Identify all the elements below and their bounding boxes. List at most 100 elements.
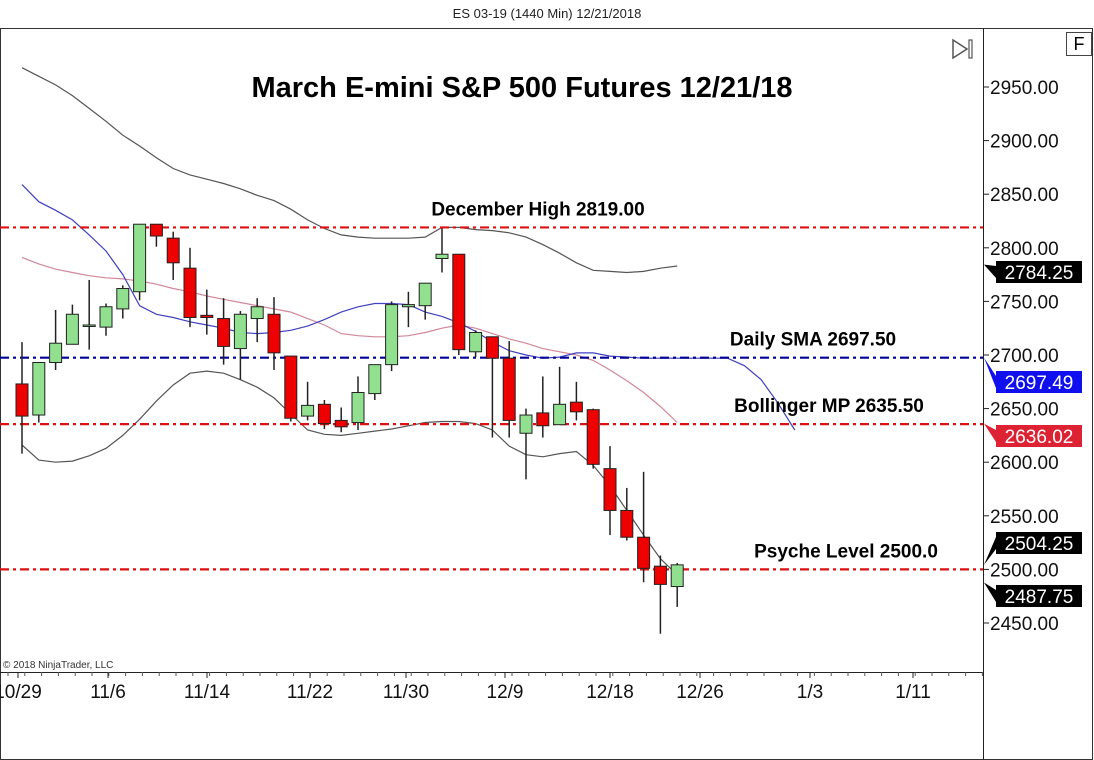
y-tick-label: 2600.00	[990, 453, 1059, 474]
candle	[65, 304, 79, 345]
candle	[32, 362, 46, 423]
candle	[603, 446, 617, 536]
candle-body	[166, 237, 180, 264]
candle	[334, 407, 348, 433]
candle-body	[99, 306, 113, 328]
price-tag: 2636.02	[984, 423, 1082, 448]
chart-header: ES 03-19 (1440 Min) 12/21/2018	[452, 6, 642, 21]
candle-body	[519, 414, 533, 434]
candle-body	[368, 364, 382, 395]
x-tick-label: 1/3	[797, 682, 823, 703]
candle	[267, 297, 281, 371]
candle	[49, 309, 63, 371]
candle-body	[317, 403, 331, 425]
bollinger-upper-line	[21, 67, 678, 274]
candle-body	[133, 223, 147, 293]
x-tick-label: 11/30	[383, 682, 429, 703]
candle	[418, 282, 432, 320]
candle	[183, 247, 197, 328]
bollinger-lower-line	[21, 370, 678, 576]
candle-body	[637, 536, 651, 569]
candle	[502, 341, 516, 438]
x-tick-label: 11/22	[287, 682, 333, 703]
candle-body	[485, 336, 499, 359]
candle-body	[620, 509, 634, 538]
y-tick-label: 2750.00	[990, 292, 1059, 313]
f-button[interactable]: F	[1066, 32, 1092, 56]
candle	[553, 366, 567, 426]
bollinger-middle-line	[21, 256, 678, 423]
candle	[435, 228, 449, 273]
candle-body	[653, 565, 667, 585]
candle-body	[502, 357, 516, 421]
x-tick-label: 12/9	[487, 682, 524, 703]
candle	[217, 298, 231, 365]
candle-body	[385, 304, 399, 366]
price-tag-bg	[984, 261, 1082, 283]
price-tag-bg	[984, 423, 1082, 447]
price-tag-label: 2487.75	[1005, 587, 1074, 608]
candle-body	[469, 331, 483, 353]
x-tick-label: 1/11	[895, 682, 931, 703]
y-tick-label: 2700.00	[990, 346, 1059, 367]
candle	[653, 555, 667, 634]
candle-body	[351, 392, 365, 424]
skip-to-end-icon[interactable]	[952, 38, 973, 60]
candle-body	[82, 324, 96, 327]
x-tick-label: 11/14	[184, 682, 231, 703]
candle	[670, 562, 684, 607]
candle	[351, 376, 365, 431]
candle-body	[536, 412, 550, 427]
candle	[401, 291, 415, 328]
x-tick-label: 12/18	[586, 682, 634, 703]
candle	[301, 381, 315, 421]
level-label: December High 2819.00	[431, 199, 644, 220]
candle	[82, 279, 96, 350]
candle-body	[65, 313, 79, 345]
candle	[200, 289, 214, 335]
price-tag-bg	[984, 582, 1082, 607]
price-tag-bg	[984, 357, 1082, 393]
candle-body	[452, 253, 466, 351]
candle-body	[200, 314, 214, 318]
price-tag-label: 2504.25	[1005, 534, 1074, 555]
candle	[317, 400, 331, 429]
price-tag: 2697.49	[984, 357, 1082, 394]
candle	[133, 223, 147, 301]
level-label: Daily SMA 2697.50	[730, 330, 896, 351]
candle	[166, 231, 180, 280]
candle-body	[603, 468, 617, 511]
candle-body	[233, 313, 247, 350]
candle	[586, 408, 600, 469]
y-tick-label: 2950.00	[990, 78, 1059, 99]
y-tick-label: 2650.00	[990, 400, 1059, 421]
candle	[99, 303, 113, 336]
candle	[385, 301, 399, 372]
candle	[368, 364, 382, 401]
candle-body	[49, 342, 63, 364]
candle-body	[401, 304, 415, 308]
candle-body	[284, 355, 298, 419]
candle-body	[301, 404, 315, 417]
candle	[620, 487, 634, 541]
y-tick-label: 2450.00	[990, 614, 1059, 635]
price-tag-label: 2784.25	[1005, 263, 1074, 284]
y-tick-label: 2500.00	[990, 560, 1059, 581]
candle	[485, 336, 499, 438]
candle-body	[217, 318, 231, 347]
candle	[149, 223, 163, 247]
candle-body	[435, 253, 449, 260]
candle	[469, 330, 483, 358]
candle	[637, 471, 651, 583]
y-tick-label: 2550.00	[990, 507, 1059, 528]
candle-body	[569, 401, 583, 413]
x-tick-label: 10/29	[0, 682, 42, 703]
price-tag-label: 2697.49	[1005, 373, 1074, 394]
price-tag: 2504.25	[984, 532, 1082, 565]
candle	[250, 298, 264, 343]
chart-title: March E-mini S&P 500 Futures 12/21/18	[251, 72, 792, 104]
price-tag: 2784.25	[984, 261, 1082, 284]
candle-body	[183, 267, 197, 318]
candle	[452, 253, 466, 355]
